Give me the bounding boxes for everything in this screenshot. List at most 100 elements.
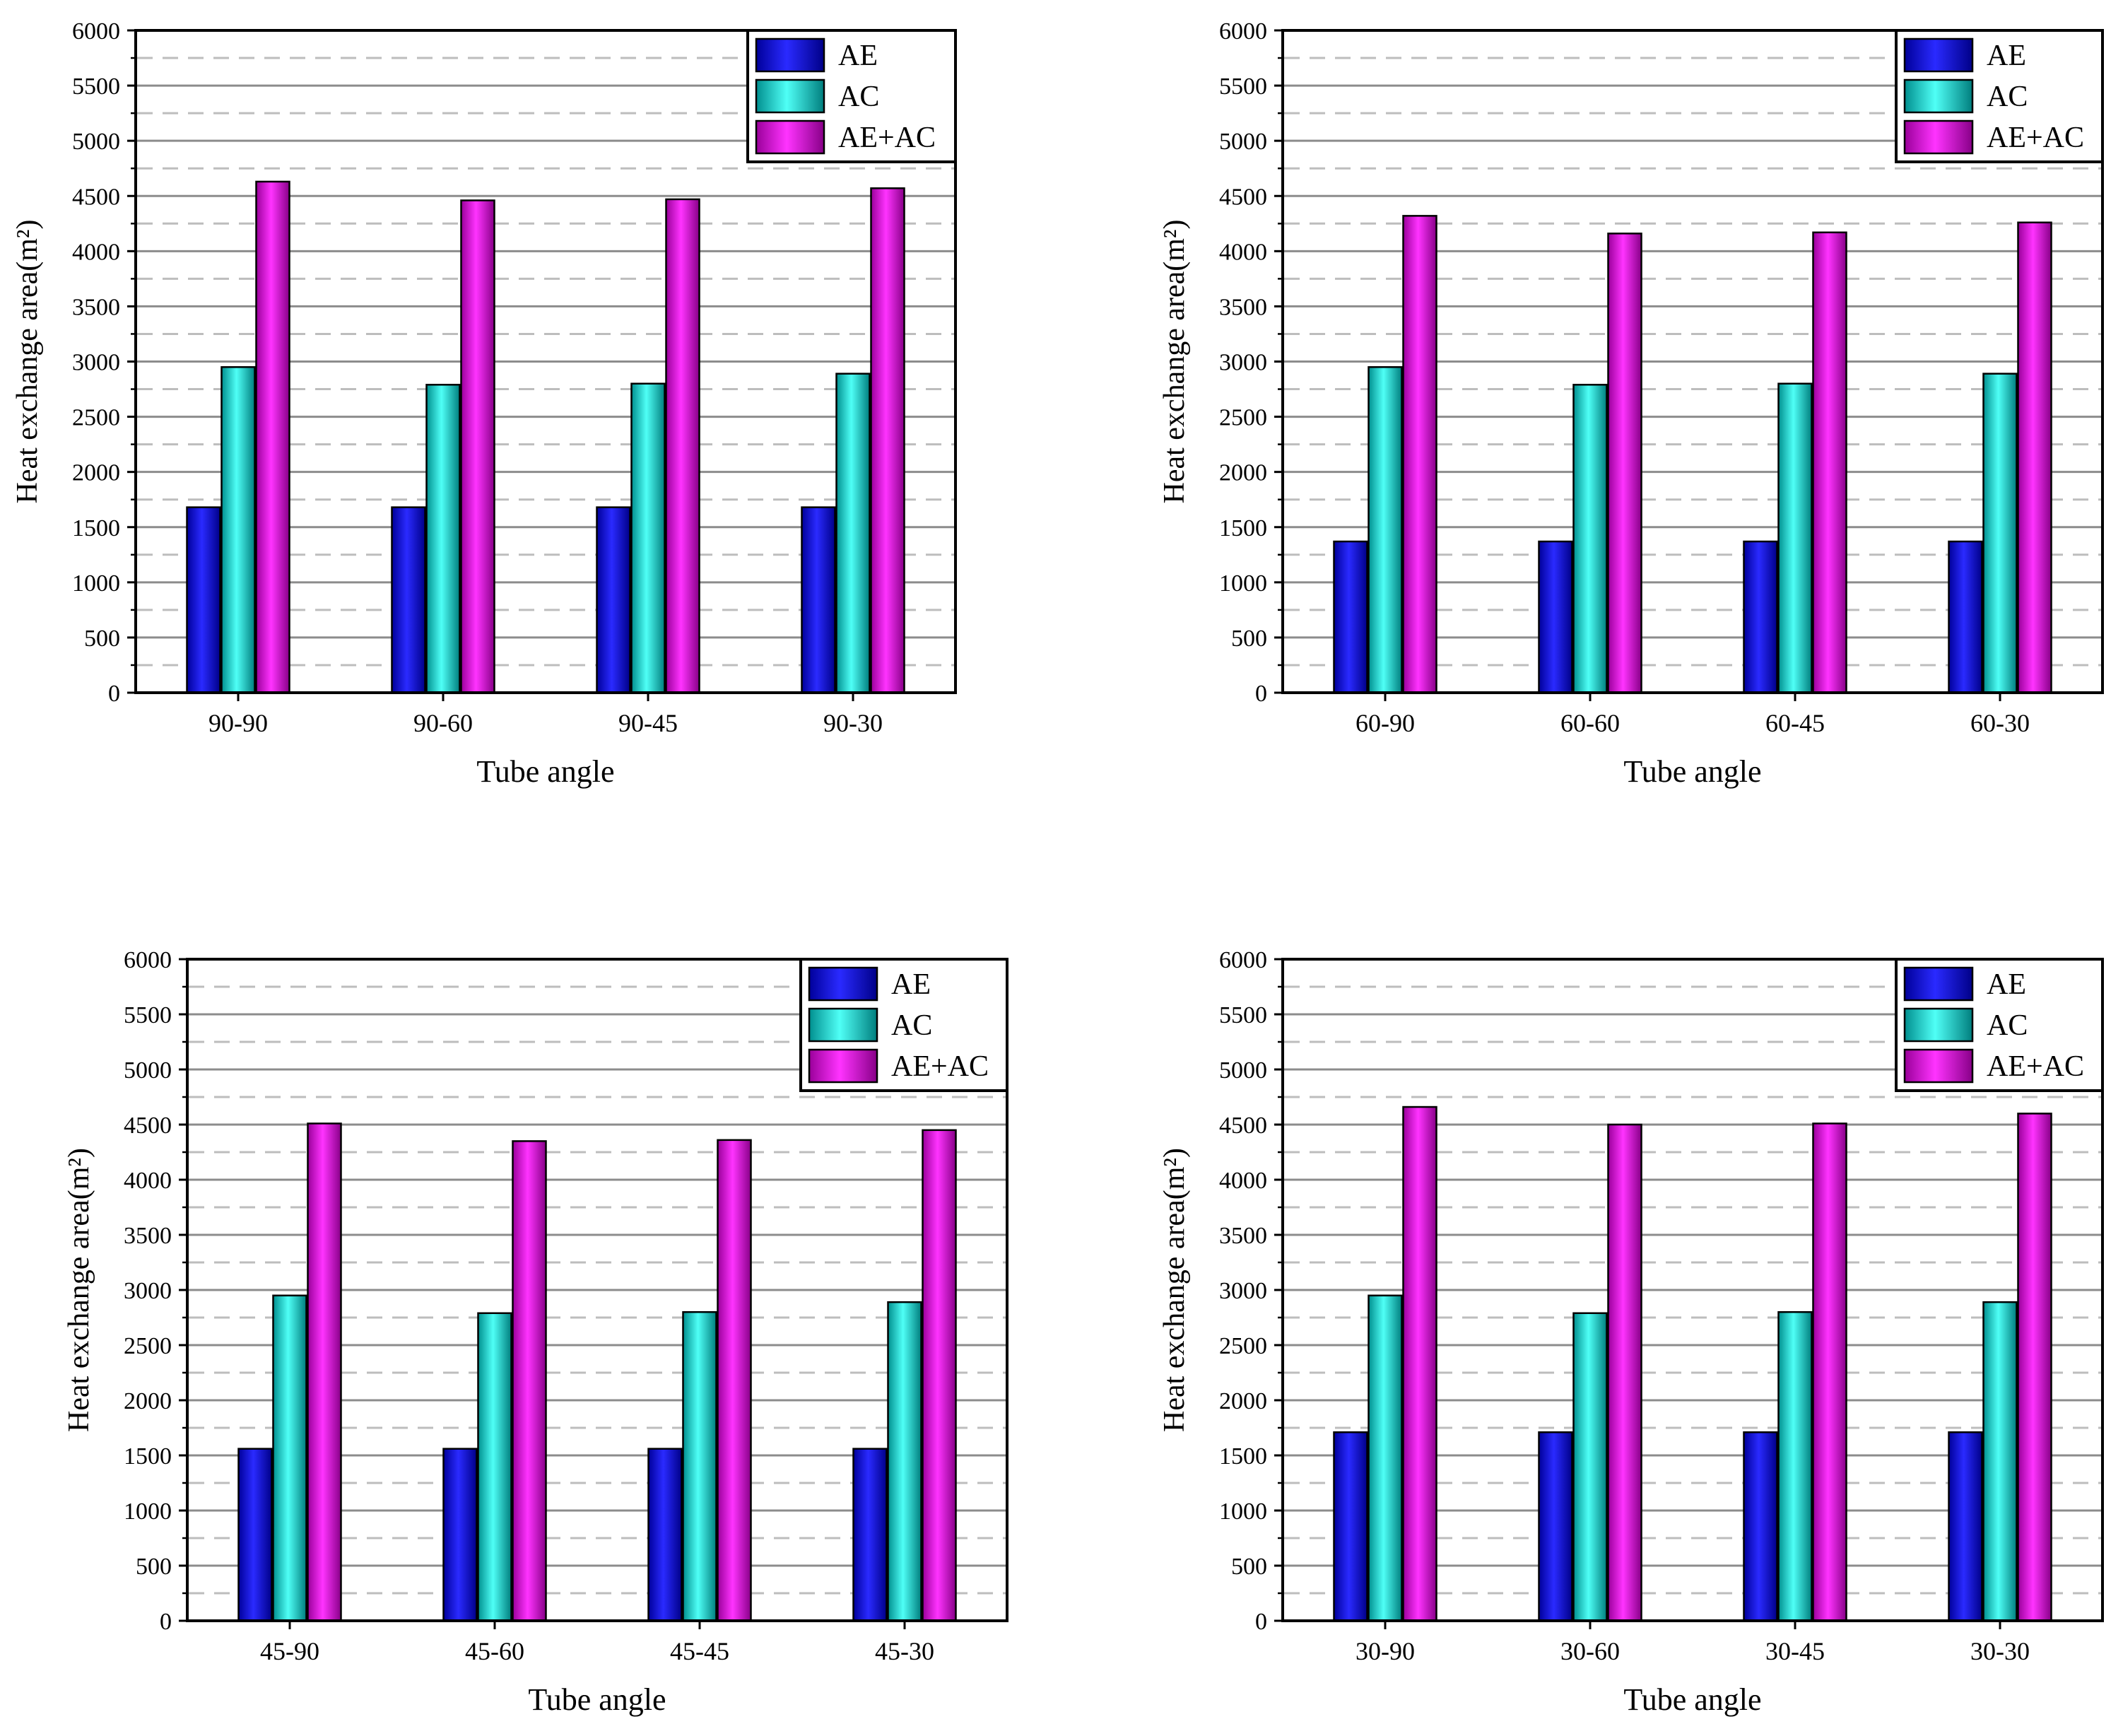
bar-ac-30-45 <box>1777 1310 1813 1622</box>
bar-ae-plus-ac-90-45 <box>665 198 700 694</box>
legend-label: AE <box>838 40 878 72</box>
bar-ae-45-90 <box>237 1448 273 1622</box>
x-tick-label: 30-30 <box>1970 1637 2030 1665</box>
legend-label: AE+AC <box>891 1050 989 1083</box>
bar-ae-30-60 <box>1538 1431 1573 1622</box>
legend-swatch-ac <box>755 78 825 114</box>
bar-ae-plus-ac-45-45 <box>717 1139 752 1622</box>
bar-ae-30-90 <box>1333 1431 1368 1622</box>
y-tick-label: 4500 <box>124 1113 172 1139</box>
y-tick-label: 3500 <box>124 1223 172 1249</box>
y-tick-label: 0 <box>1255 1609 1267 1635</box>
x-tick-label: 60-90 <box>1355 709 1415 737</box>
y-axis-label: Heat exchange area(m²) <box>63 1148 95 1432</box>
y-tick-label: 2000 <box>1219 460 1267 486</box>
legend: AE AC AE+AC <box>746 29 957 163</box>
x-tick-label: 30-60 <box>1560 1637 1620 1665</box>
y-tick-label: 2000 <box>72 460 120 486</box>
bar-ac-60-60 <box>1572 384 1608 694</box>
bar-ac-45-90 <box>272 1294 307 1622</box>
y-tick-label: 6000 <box>1219 947 1267 973</box>
bar-ae-90-60 <box>391 506 426 694</box>
y-axis-label: Heat exchange area(m²) <box>11 220 44 504</box>
y-tick-label: 2000 <box>1219 1388 1267 1414</box>
bar-ae-30-45 <box>1743 1431 1778 1622</box>
y-tick-label: 0 <box>1255 681 1267 707</box>
y-tick-label: 3500 <box>72 294 120 320</box>
x-tick-label: 45-30 <box>875 1637 934 1665</box>
y-tick-label: 3000 <box>72 350 120 376</box>
chart-panel-1: 90-90 90-60 90-45 90-30 0 500 1000 1500 2000 2500… <box>11 18 957 789</box>
y-tick-label: 4000 <box>124 1168 172 1194</box>
legend-swatch-ae <box>1903 966 1974 1002</box>
bar-ae-plus-ac-60-90 <box>1402 215 1437 694</box>
bar-ac-60-45 <box>1777 382 1813 694</box>
y-tick-label: 1000 <box>72 570 120 597</box>
bar-ae-plus-ac-30-90 <box>1402 1105 1437 1622</box>
bar-ae-plus-ac-30-45 <box>1812 1122 1847 1622</box>
legend-label: AE <box>1987 968 2026 1001</box>
y-tick-label: 2500 <box>124 1333 172 1359</box>
chart-panel-4: 30-90 30-60 30-45 30-30 0 500 1000 1500 2000 2500… <box>1158 947 2104 1717</box>
x-tick-label: 45-45 <box>670 1637 729 1665</box>
legend-swatch-ae-plus-ac <box>808 1048 878 1084</box>
x-tick-label: 30-90 <box>1355 1637 1415 1665</box>
legend-swatch-ac <box>1903 78 1974 114</box>
bar-ac-90-45 <box>630 382 666 694</box>
y-tick-label: 3000 <box>1219 1278 1267 1304</box>
y-tick-label: 5500 <box>124 1002 172 1028</box>
legend: AE AC AE+AC <box>1895 29 2104 163</box>
y-axis-label: Heat exchange area(m²) <box>1158 220 1191 504</box>
x-axis-label: Tube angle <box>1623 1682 1761 1717</box>
y-tick-label: 2000 <box>124 1388 172 1414</box>
bar-ac-90-30 <box>835 373 871 694</box>
bar-ae-60-90 <box>1333 540 1368 694</box>
legend-label: AE+AC <box>1987 1050 2084 1083</box>
y-tick-label: 1500 <box>1219 1443 1267 1470</box>
y-tick-label: 5500 <box>72 74 120 100</box>
legend-swatch-ae-plus-ac <box>1903 119 1974 155</box>
y-tick-label: 500 <box>84 626 120 652</box>
bar-ae-plus-ac-30-60 <box>1607 1123 1642 1622</box>
x-tick-label: 60-30 <box>1970 709 2030 737</box>
legend: AE AC AE+AC <box>1895 958 2104 1092</box>
bar-ae-45-30 <box>852 1448 888 1622</box>
bar-ac-90-60 <box>425 384 461 694</box>
y-tick-label: 500 <box>136 1554 172 1580</box>
bar-ae-45-60 <box>442 1448 478 1622</box>
bar-ae-60-60 <box>1538 540 1573 694</box>
y-tick-label: 5000 <box>124 1057 172 1084</box>
legend-swatch-ae-plus-ac <box>1903 1048 1974 1084</box>
y-tick-label: 0 <box>160 1609 172 1635</box>
x-tick-label: 90-90 <box>208 709 268 737</box>
y-tick-label: 6000 <box>124 947 172 973</box>
bar-ac-45-30 <box>887 1301 922 1622</box>
x-tick-label: 90-30 <box>823 709 883 737</box>
x-axis-label: Tube angle <box>1623 754 1761 789</box>
y-tick-label: 2500 <box>1219 1333 1267 1359</box>
legend-label: AC <box>891 1009 932 1042</box>
y-tick-label: 5000 <box>1219 1057 1267 1084</box>
legend-swatch-ae <box>1903 37 1974 73</box>
bar-ae-90-90 <box>186 506 221 694</box>
bar-ae-60-45 <box>1743 540 1778 694</box>
y-tick-label: 4000 <box>72 239 120 265</box>
x-axis-label: Tube angle <box>476 754 614 789</box>
bar-ac-45-60 <box>477 1312 512 1622</box>
bar-ae-plus-ac-60-30 <box>2017 221 2052 694</box>
legend-swatch-ae <box>755 37 825 73</box>
bar-ae-plus-ac-60-60 <box>1607 233 1642 694</box>
y-tick-label: 1500 <box>124 1443 172 1470</box>
y-tick-label: 4500 <box>1219 184 1267 210</box>
bar-ae-plus-ac-30-30 <box>2017 1113 2052 1622</box>
x-tick-label: 90-45 <box>618 709 678 737</box>
y-tick-label: 6000 <box>1219 18 1267 45</box>
y-tick-label: 3500 <box>1219 1223 1267 1249</box>
bar-ac-60-90 <box>1368 366 1403 694</box>
y-tick-label: 500 <box>1231 1554 1267 1580</box>
legend-label: AE+AC <box>838 122 936 154</box>
y-axis-label: Heat exchange area(m²) <box>1158 1148 1191 1432</box>
y-tick-label: 4000 <box>1219 239 1267 265</box>
bar-ac-45-45 <box>682 1310 717 1622</box>
